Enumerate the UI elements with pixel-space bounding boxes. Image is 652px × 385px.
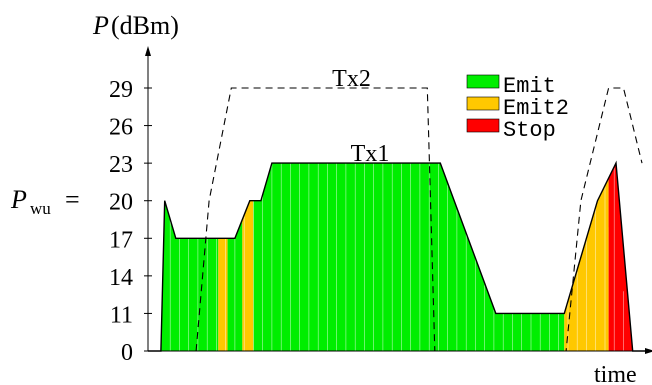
tx1-profile-line: [148, 160, 652, 352]
fill-segment-emit: [160, 200, 219, 351]
pwu-equals: =: [65, 185, 80, 214]
legend-swatch-emit2: [466, 96, 500, 111]
y-tick-label: 0: [121, 340, 133, 366]
legend-label-emit2: Emit2: [503, 96, 569, 121]
slot-separators: [169, 163, 624, 351]
y-tick-label: 14: [109, 265, 133, 291]
tx2-annotation: Tx2: [332, 66, 371, 92]
legend-label-stop: Stop: [503, 118, 556, 143]
legend-swatch-emit: [466, 74, 500, 89]
tx2-profile-line: [195, 87, 643, 352]
y-tick-label: 20: [109, 190, 133, 216]
pwu-subscript: wu: [30, 199, 51, 218]
y-axis-ticks: 0 11 14 17 20 23 26 29: [109, 77, 152, 366]
y-tick-label: 11: [110, 302, 133, 328]
y-tick-label: 17: [109, 227, 133, 253]
y-tick-label: 29: [109, 77, 133, 103]
fill-segment-stop: [608, 163, 633, 351]
x-axis-label: time: [594, 362, 637, 385]
y-tick-label: 23: [109, 152, 133, 178]
fill-segment-emit2: [218, 238, 228, 351]
y-axis-arrow-icon: [145, 46, 151, 56]
y-axis-symbol: P: [92, 11, 109, 40]
legend-swatch-stop: [466, 118, 500, 133]
pwu-symbol: P: [10, 185, 27, 214]
legend-label-emit: Emit: [503, 74, 556, 99]
fill-segment-emit2: [242, 200, 254, 351]
y-axis-unit: (dBm): [111, 11, 179, 40]
tx1-annotation: Tx1: [351, 141, 390, 167]
y-tick-label: 26: [109, 115, 133, 141]
x-axis-arrow-icon: [645, 348, 652, 354]
state-fill-areas: [160, 163, 633, 351]
legend: Emit Emit2 Stop: [466, 74, 569, 143]
fill-segment-emit: [253, 163, 565, 351]
